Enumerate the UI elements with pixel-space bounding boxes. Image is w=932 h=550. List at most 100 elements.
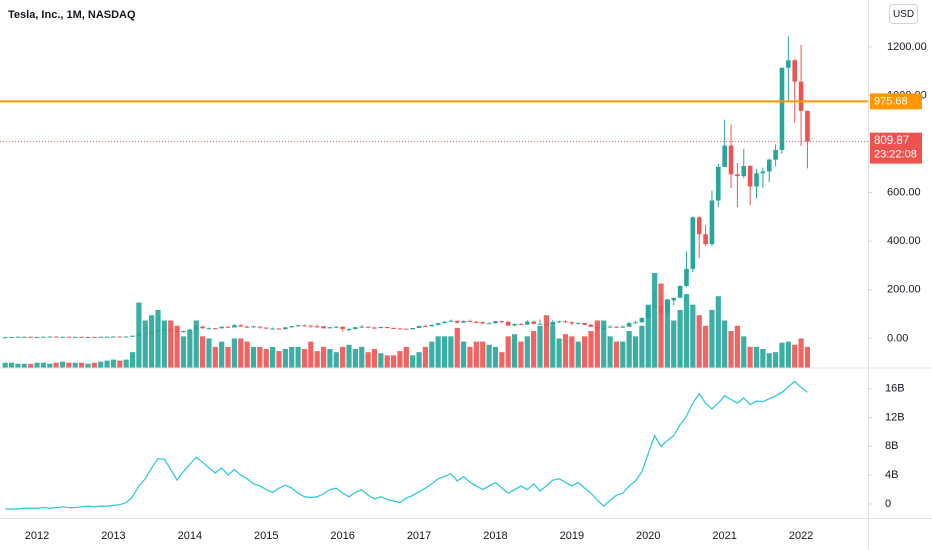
candle-body (766, 159, 772, 172)
volume-bar (187, 331, 193, 368)
volume-bar (123, 359, 129, 368)
candle-body (213, 328, 218, 330)
candle-body (429, 324, 435, 327)
chart-title: Tesla, Inc., 1M, NASDAQ (8, 9, 136, 21)
volume-bar (613, 341, 620, 368)
volume-layer (2, 273, 811, 368)
candle-body (85, 336, 91, 338)
candle-body (270, 328, 275, 330)
volume-bar (416, 352, 422, 368)
candle-body (518, 324, 524, 326)
candle-body (505, 321, 511, 326)
candle-body (200, 326, 205, 329)
candle-body (353, 327, 358, 330)
candle-body (779, 67, 785, 150)
volume-bar (21, 363, 27, 368)
volume-bar (91, 362, 97, 368)
volume-bar (34, 362, 40, 368)
candle-body (760, 171, 766, 174)
candle-body (79, 336, 84, 338)
volume-bar (429, 341, 435, 368)
candle-body (28, 336, 33, 338)
candle-body (219, 326, 224, 329)
volume-bar (537, 325, 543, 368)
volume-bar (747, 346, 753, 368)
candle-body (435, 323, 441, 325)
candle-body (486, 323, 492, 325)
candle-body (709, 200, 715, 245)
volume-bar (785, 341, 791, 368)
volume-bar (435, 336, 441, 368)
y-tick-label: 400.00 (887, 235, 921, 247)
x-tick-label: 2015 (254, 530, 278, 542)
candle-body (155, 330, 161, 332)
x-tick-label: 2020 (636, 530, 660, 542)
currency-label[interactable]: USD (893, 9, 914, 20)
volume-bar (753, 346, 760, 368)
volume-bar (15, 363, 21, 368)
candle-body (333, 326, 339, 328)
candle-body (544, 323, 549, 326)
x-tick-label: 2017 (407, 530, 431, 542)
volume-bar (804, 346, 811, 368)
candle-body (773, 149, 778, 160)
candle-body (168, 328, 174, 331)
candle-body (786, 60, 791, 68)
candle-body (257, 326, 263, 328)
volume-bar (588, 331, 594, 368)
candle-body (123, 336, 129, 338)
volume-bar (327, 349, 333, 368)
candle-body (575, 322, 581, 324)
volume-bar (142, 320, 148, 368)
volume-bar (709, 309, 715, 368)
volume-bar (702, 325, 709, 368)
candle-body (499, 321, 505, 323)
x-tick-label: 2012 (25, 530, 49, 542)
candle-body (295, 325, 301, 327)
indicator-tick-label: 16B (885, 383, 905, 395)
volume-bar (722, 320, 728, 368)
candle-body (410, 327, 415, 330)
candle-body (397, 328, 403, 330)
candle-body (314, 326, 320, 328)
volume-bar (620, 341, 626, 368)
candle-body (104, 336, 110, 338)
candle-body (365, 326, 371, 328)
volume-bar (168, 320, 174, 368)
candle-body (639, 318, 645, 323)
x-tick-label: 2016 (330, 530, 354, 542)
candle-body (671, 297, 677, 301)
volume-bar (441, 336, 448, 368)
currency-button[interactable] (889, 4, 918, 24)
candle-body (378, 326, 384, 329)
y-tick-label: 200.00 (887, 284, 921, 296)
candle-body (652, 305, 657, 307)
axis-layer: 0.00200.00400.00600.001000.001200.0004B8… (25, 41, 927, 542)
volume-bar (308, 341, 314, 368)
volume-bar (518, 341, 524, 368)
candle-body (60, 336, 65, 338)
candle-body (677, 285, 683, 298)
candle-body (47, 336, 53, 338)
volume-bar (238, 338, 244, 368)
volume-bar (365, 352, 371, 368)
volume-bar (8, 362, 15, 368)
volume-bar (276, 351, 282, 368)
volume-bar (333, 352, 339, 368)
volume-bar (696, 315, 702, 368)
volume-bar (359, 346, 365, 368)
candle-body (741, 166, 747, 177)
volume-bar (301, 349, 308, 368)
volume-bar (562, 334, 569, 368)
candle-body (792, 60, 798, 82)
x-tick-label: 2019 (560, 530, 584, 542)
indicator-tick-label: 0 (885, 498, 891, 510)
candle-body (595, 326, 600, 330)
volume-bar (346, 344, 352, 368)
last-price-label: 809.87 (874, 135, 909, 147)
volume-bar (390, 355, 397, 368)
candle-body (716, 166, 721, 201)
volume-bar (524, 336, 530, 368)
candle-body (588, 324, 594, 327)
volume-bar (66, 362, 72, 368)
